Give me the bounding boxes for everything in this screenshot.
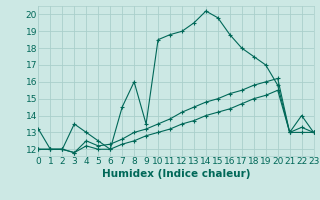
- X-axis label: Humidex (Indice chaleur): Humidex (Indice chaleur): [102, 169, 250, 179]
